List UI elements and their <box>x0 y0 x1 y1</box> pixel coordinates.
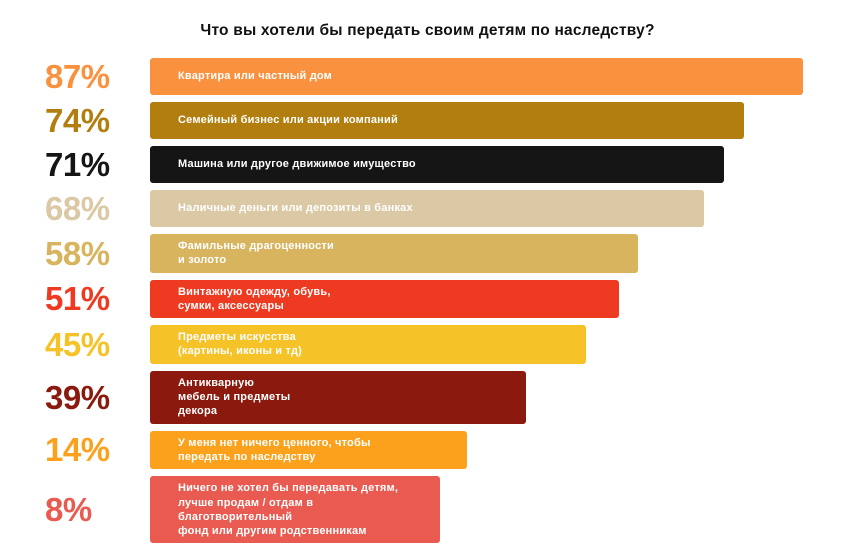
bar-area: Наличные деньги или депозиты в банках <box>150 190 810 227</box>
bar-row: 87% Квартира или частный дом <box>45 58 810 95</box>
bar: Фамильные драгоценности и золото <box>150 234 639 273</box>
bar-rows: 87% Квартира или частный дом 74% Семейны… <box>45 58 810 544</box>
bar-value-label: 58% <box>45 234 110 272</box>
chart-title: Что вы хотели бы передать своим детям по… <box>200 22 655 39</box>
bar-value-label: 8% <box>45 491 92 529</box>
bar-value-label: 71% <box>45 146 110 183</box>
bar-value-label: 74% <box>45 102 110 139</box>
bar-row: 51% Винтажную одежду, обувь, сумки, аксе… <box>45 279 810 319</box>
bar: Антикварную мебель и предметы декора <box>150 370 527 424</box>
bar-category-label: Наличные деньги или депозиты в банках <box>178 202 413 215</box>
bar-row: 68% Наличные деньги или депозиты в банка… <box>45 190 810 227</box>
bar-row: 39% Антикварную мебель и предметы декора <box>45 370 810 424</box>
bar-row: 14% У меня нет ничего ценного, чтобы пер… <box>45 430 810 470</box>
bar-area: Винтажную одежду, обувь, сумки, аксессуа… <box>150 279 810 319</box>
bar-area: Семейный бизнес или акции компаний <box>150 102 810 139</box>
bar: Предметы искусства (картины, иконы и тд) <box>150 325 586 364</box>
bar-category-label: Машина или другое движимое имущество <box>178 158 416 171</box>
bar-category-label: Антикварную мебель и предметы декора <box>178 376 291 418</box>
bar: Машина или другое движимое имущество <box>150 146 725 183</box>
bar: У меня нет ничего ценного, чтобы передат… <box>150 430 467 470</box>
bar-value-label: 51% <box>45 280 110 318</box>
bar-category-label: Предметы искусства (картины, иконы и тд) <box>178 331 303 358</box>
bar-category-label: Семейный бизнес или акции компаний <box>178 114 398 127</box>
bar-row: 74% Семейный бизнес или акции компаний <box>45 102 810 139</box>
bar-row: 45% Предметы искусства (картины, иконы и… <box>45 325 810 364</box>
bar-area: Фамильные драгоценности и золото <box>150 234 810 273</box>
bar-category-label: У меня нет ничего ценного, чтобы передат… <box>178 436 371 463</box>
bar-area: Квартира или частный дом <box>150 58 810 95</box>
bar: Квартира или частный дом <box>150 58 804 95</box>
bar-category-label: Винтажную одежду, обувь, сумки, аксессуа… <box>178 285 331 312</box>
bar-area: У меня нет ничего ценного, чтобы передат… <box>150 430 810 470</box>
bar: Ничего не хотел бы передавать детям, луч… <box>150 476 441 544</box>
bar-value-label: 87% <box>45 58 110 95</box>
bar-area: Предметы искусства (картины, иконы и тд) <box>150 325 810 364</box>
bar: Семейный бизнес или акции компаний <box>150 102 744 139</box>
bar-value-label: 45% <box>45 325 110 363</box>
bar-value-label: 39% <box>45 378 110 416</box>
bar-area: Машина или другое движимое имущество <box>150 146 810 183</box>
bar-category-label: Ничего не хотел бы передавать детям, луч… <box>178 482 399 538</box>
bar-value-label: 14% <box>45 431 110 469</box>
bar: Винтажную одежду, обувь, сумки, аксессуа… <box>150 279 619 319</box>
bar-category-label: Фамильные драгоценности и золото <box>178 240 334 267</box>
bar-row: 58% Фамильные драгоценности и золото <box>45 234 810 273</box>
bar: Наличные деньги или депозиты в банках <box>150 190 705 227</box>
bar-area: Ничего не хотел бы передавать детям, луч… <box>150 476 810 544</box>
bar-area: Антикварную мебель и предметы декора <box>150 370 810 424</box>
bar-row: 71% Машина или другое движимое имущество <box>45 146 810 183</box>
bar-category-label: Квартира или частный дом <box>178 70 332 83</box>
bar-row: 8% Ничего не хотел бы передавать детям, … <box>45 476 810 544</box>
bar-value-label: 68% <box>45 190 110 227</box>
